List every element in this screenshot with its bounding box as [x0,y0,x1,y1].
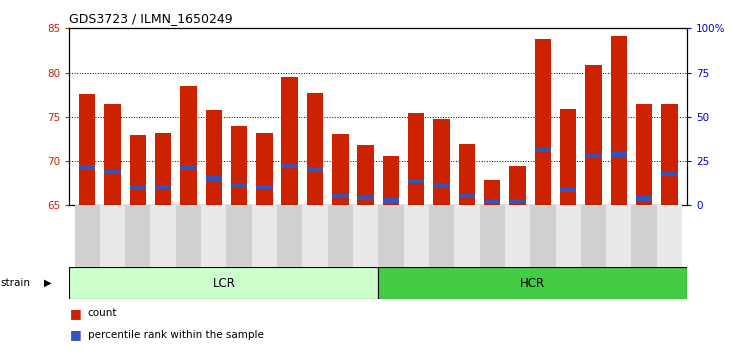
Bar [429,205,454,285]
Bar [205,176,222,181]
Bar [454,205,480,285]
Bar [181,86,197,205]
Text: LCR: LCR [213,277,235,290]
Bar [205,110,222,205]
Bar [484,199,501,204]
Bar [408,179,425,183]
Bar [181,165,197,170]
Bar [662,172,678,176]
Bar [379,205,404,285]
Bar [79,165,95,170]
Bar [458,194,475,198]
Bar [610,36,627,205]
Bar [332,194,349,198]
Bar [662,103,678,205]
Bar [332,133,349,205]
Bar [534,148,551,152]
Bar [79,94,95,205]
Bar [484,179,501,205]
Bar [480,205,505,285]
Bar [256,185,273,189]
Bar [256,133,273,205]
Bar [353,205,379,285]
Bar [534,39,551,205]
Text: HCR: HCR [520,277,545,290]
Bar [303,205,327,285]
Bar [125,205,151,285]
Text: ▶: ▶ [44,278,51,288]
Bar [632,205,656,285]
Bar [581,205,606,285]
Bar [510,166,526,205]
Bar [105,170,121,174]
Bar [307,167,323,172]
Bar [155,185,171,189]
Bar [656,205,682,285]
Bar [231,126,247,205]
Text: count: count [88,308,117,318]
Bar [100,205,125,285]
Bar [155,133,171,205]
Bar [560,109,576,205]
Bar [251,205,277,285]
Text: ■: ■ [69,307,81,320]
Bar [201,205,227,285]
Bar [433,183,450,188]
Bar [277,205,303,285]
Bar [408,113,425,205]
Bar [636,196,652,201]
Bar [505,205,530,285]
Bar [75,205,100,285]
Bar [383,198,399,202]
Bar [231,183,247,188]
Bar [586,154,602,158]
Bar [357,195,374,200]
Bar [606,205,632,285]
Bar [281,164,298,168]
Bar [458,144,475,205]
Bar [227,205,251,285]
Bar [404,205,429,285]
Bar [129,135,146,205]
Bar [151,205,175,285]
Bar [636,103,652,205]
Bar [175,205,201,285]
Bar [556,205,581,285]
Bar [379,267,687,299]
Bar [129,186,146,190]
Text: percentile rank within the sample: percentile rank within the sample [88,330,264,339]
Bar [510,199,526,204]
Text: strain: strain [1,278,31,288]
Bar [307,93,323,205]
Bar [433,119,450,205]
Bar [69,267,379,299]
Bar [105,103,121,205]
Bar [357,145,374,205]
Bar [281,77,298,205]
Bar [586,65,602,205]
Bar [530,205,556,285]
Bar [560,188,576,192]
Bar [383,156,399,205]
Bar [610,152,627,156]
Text: GDS3723 / ILMN_1650249: GDS3723 / ILMN_1650249 [69,12,233,25]
Text: ■: ■ [69,328,81,341]
Bar [327,205,353,285]
